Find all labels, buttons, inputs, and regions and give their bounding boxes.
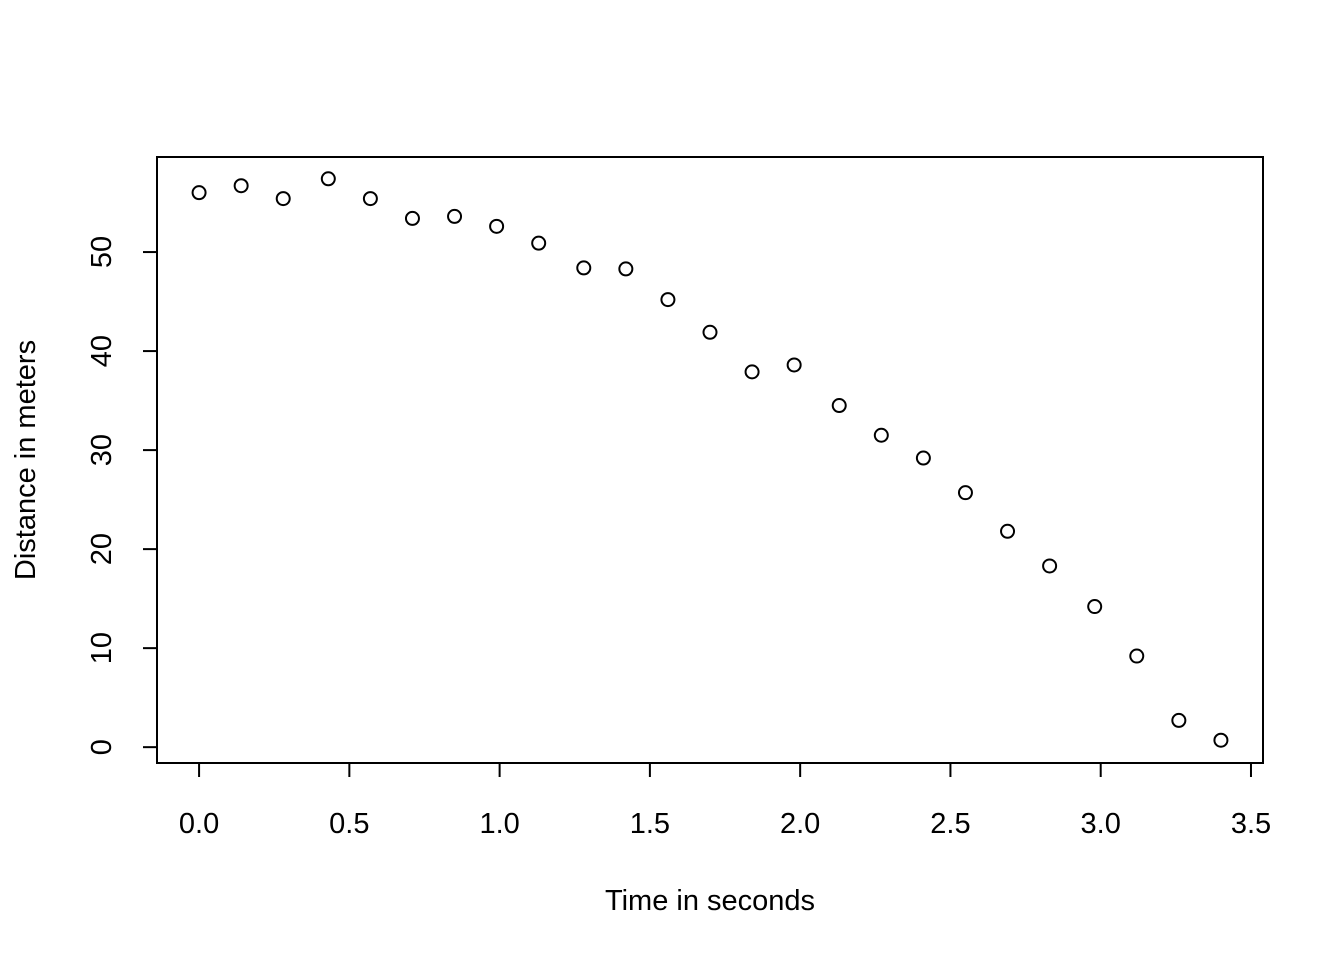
y-tick-label: 50 <box>86 236 118 268</box>
x-tick-label: 2.0 <box>780 808 820 840</box>
data-points <box>191 171 1229 748</box>
data-point <box>1000 523 1016 539</box>
x-axis-label: Time in seconds <box>605 885 815 917</box>
data-point <box>275 191 291 207</box>
y-axis-label: Distance in meters <box>10 340 42 580</box>
data-point <box>362 191 378 207</box>
y-tick-label: 0 <box>86 739 118 755</box>
data-point <box>957 485 973 501</box>
data-point <box>576 260 592 276</box>
data-point <box>1129 648 1145 664</box>
data-point <box>786 357 802 373</box>
data-point <box>744 364 760 380</box>
y-tick-label: 10 <box>86 632 118 664</box>
x-tick-label: 3.0 <box>1081 808 1121 840</box>
data-point <box>915 450 931 466</box>
data-point <box>618 261 634 277</box>
data-point <box>320 171 336 187</box>
data-point <box>1213 732 1229 748</box>
y-tick-label: 20 <box>86 533 118 565</box>
x-axis: 0.0 0.5 1.0 1.5 2.0 2.5 3.0 3.5 <box>179 762 1271 840</box>
data-point <box>447 208 463 224</box>
y-tick-label: 40 <box>86 335 118 367</box>
data-point <box>831 398 847 414</box>
data-point <box>873 427 889 443</box>
data-point <box>489 218 505 234</box>
data-point <box>531 235 547 251</box>
y-axis: 0 10 20 30 40 50 <box>86 236 158 755</box>
data-point <box>1171 712 1187 728</box>
data-point <box>191 185 207 201</box>
data-point <box>404 210 420 226</box>
data-point <box>702 324 718 340</box>
x-tick-label: 1.0 <box>479 808 519 840</box>
data-point <box>233 178 249 194</box>
data-point <box>1087 599 1103 615</box>
data-point <box>660 292 676 308</box>
x-tick-label: 0.0 <box>179 808 219 840</box>
data-point <box>1042 558 1058 574</box>
x-tick-label: 2.5 <box>930 808 970 840</box>
plot-frame <box>156 156 1264 764</box>
y-tick-label: 30 <box>86 434 118 466</box>
x-tick-label: 0.5 <box>329 808 369 840</box>
x-tick-label: 3.5 <box>1231 808 1271 840</box>
x-tick-label: 1.5 <box>630 808 670 840</box>
